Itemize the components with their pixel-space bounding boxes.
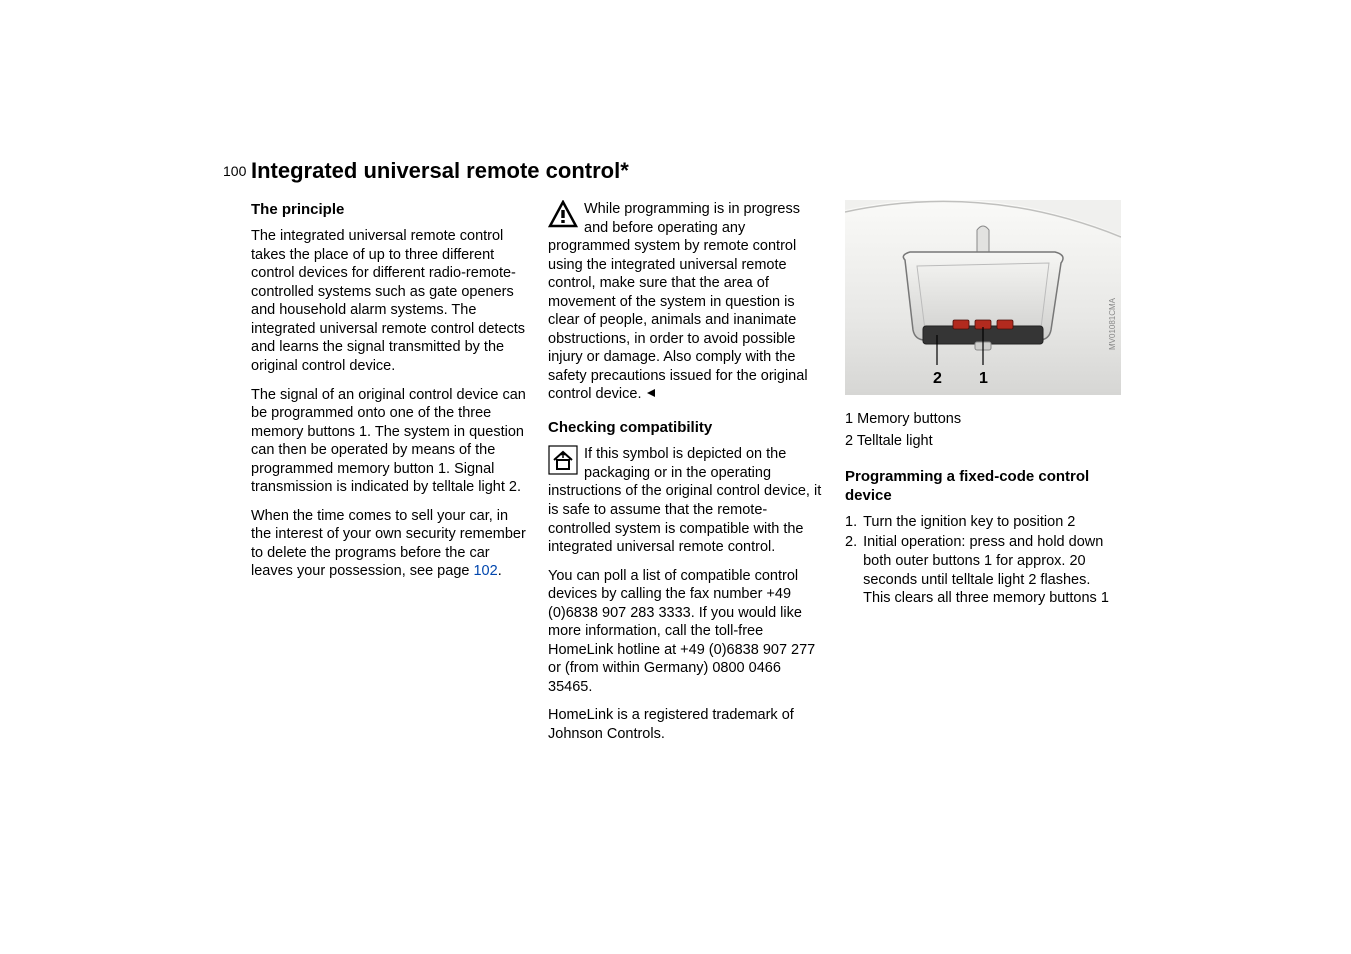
legend-2-label: Telltale light	[857, 433, 933, 449]
step-2: 2. Initial operation: press and hold dow…	[845, 533, 1121, 607]
end-mark-icon	[646, 385, 656, 404]
warning-paragraph: While programming is in progress and bef…	[548, 200, 823, 404]
compatibility-paragraph: If this symbol is depicted on the packag…	[548, 445, 823, 556]
house-icon	[548, 445, 578, 481]
mirror-figure: 2 1 MV01081CMA	[845, 200, 1121, 395]
poll-paragraph: You can poll a list of compatible contro…	[548, 567, 823, 697]
page-number: 100	[223, 163, 246, 179]
column-3: 2 1 MV01081CMA 1 Memory buttons 2 Tellta…	[845, 200, 1121, 754]
figure-label-2: 2	[933, 370, 942, 387]
principle-p3-text-b: .	[498, 563, 502, 579]
heading-compatibility: Checking compatibility	[548, 418, 823, 437]
trademark-paragraph: HomeLink is a registered trademark of Jo…	[548, 706, 823, 743]
figure-code: MV01081CMA	[1108, 297, 1117, 350]
page-link-102[interactable]: 102	[473, 563, 497, 579]
step-1-text: Turn the ignition key to position 2	[863, 513, 1075, 532]
figure-legend: 1 Memory buttons 2 Telltale light	[845, 409, 1121, 453]
heading-programming: Programming a fixed-code control device	[845, 467, 1121, 505]
compatibility-text: If this symbol is depicted on the packag…	[548, 446, 821, 555]
page-title: Integrated universal remote control*	[251, 158, 629, 184]
step-1-num: 1.	[845, 513, 857, 532]
legend-1-label: Memory buttons	[857, 411, 961, 427]
principle-paragraph-2: The signal of an original control device…	[251, 386, 526, 497]
programming-steps: 1. Turn the ignition key to position 2 2…	[845, 513, 1121, 608]
heading-principle: The principle	[251, 200, 526, 219]
principle-paragraph-3: When the time comes to sell your car, in…	[251, 507, 526, 581]
step-2-num: 2.	[845, 533, 857, 607]
column-2: While programming is in progress and bef…	[548, 200, 823, 754]
legend-item-1: 1 Memory buttons	[845, 409, 1121, 431]
column-1: The principle The integrated universal r…	[251, 200, 526, 754]
legend-2-num: 2	[845, 433, 853, 449]
legend-1-num: 1	[845, 411, 853, 427]
step-2-text: Initial operation: press and hold down b…	[863, 533, 1121, 607]
principle-paragraph-1: The integrated universal remote control …	[251, 227, 526, 375]
content-columns: The principle The integrated universal r…	[251, 200, 1121, 754]
step-1: 1. Turn the ignition key to position 2	[845, 513, 1121, 532]
warning-icon	[548, 200, 578, 234]
warning-text: While programming is in progress and bef…	[548, 201, 808, 403]
figure-label-1: 1	[979, 370, 988, 387]
legend-item-2: 2 Telltale light	[845, 431, 1121, 453]
